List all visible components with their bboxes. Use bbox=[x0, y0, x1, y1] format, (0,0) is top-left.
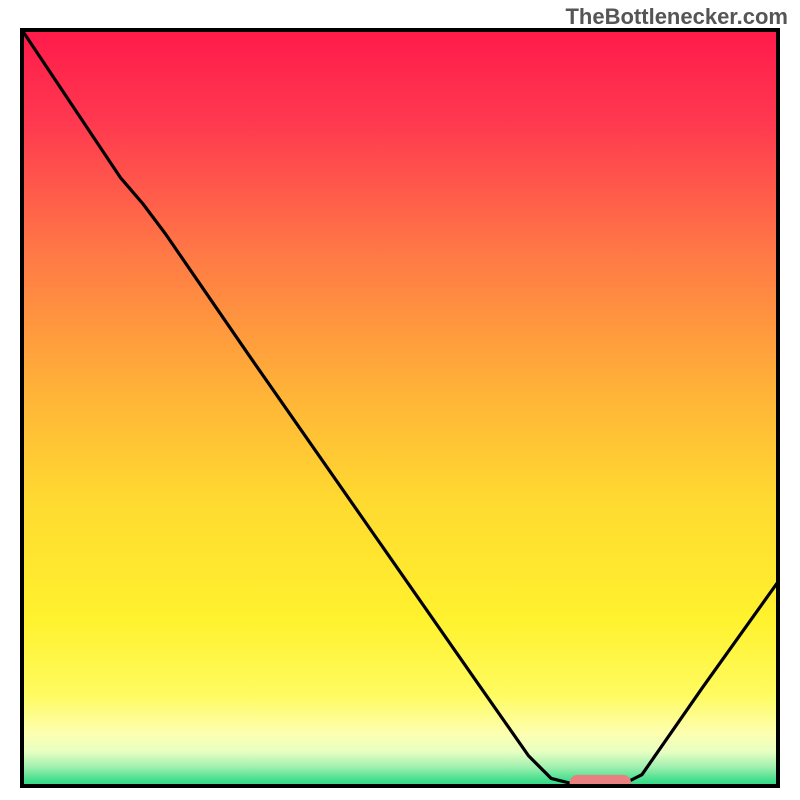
watermark-text: TheBottlenecker.com bbox=[565, 4, 788, 30]
chart-container: TheBottlenecker.com bbox=[0, 0, 800, 800]
optimal-marker bbox=[570, 775, 630, 790]
bottleneck-chart bbox=[0, 0, 800, 800]
gradient-background bbox=[22, 30, 778, 786]
